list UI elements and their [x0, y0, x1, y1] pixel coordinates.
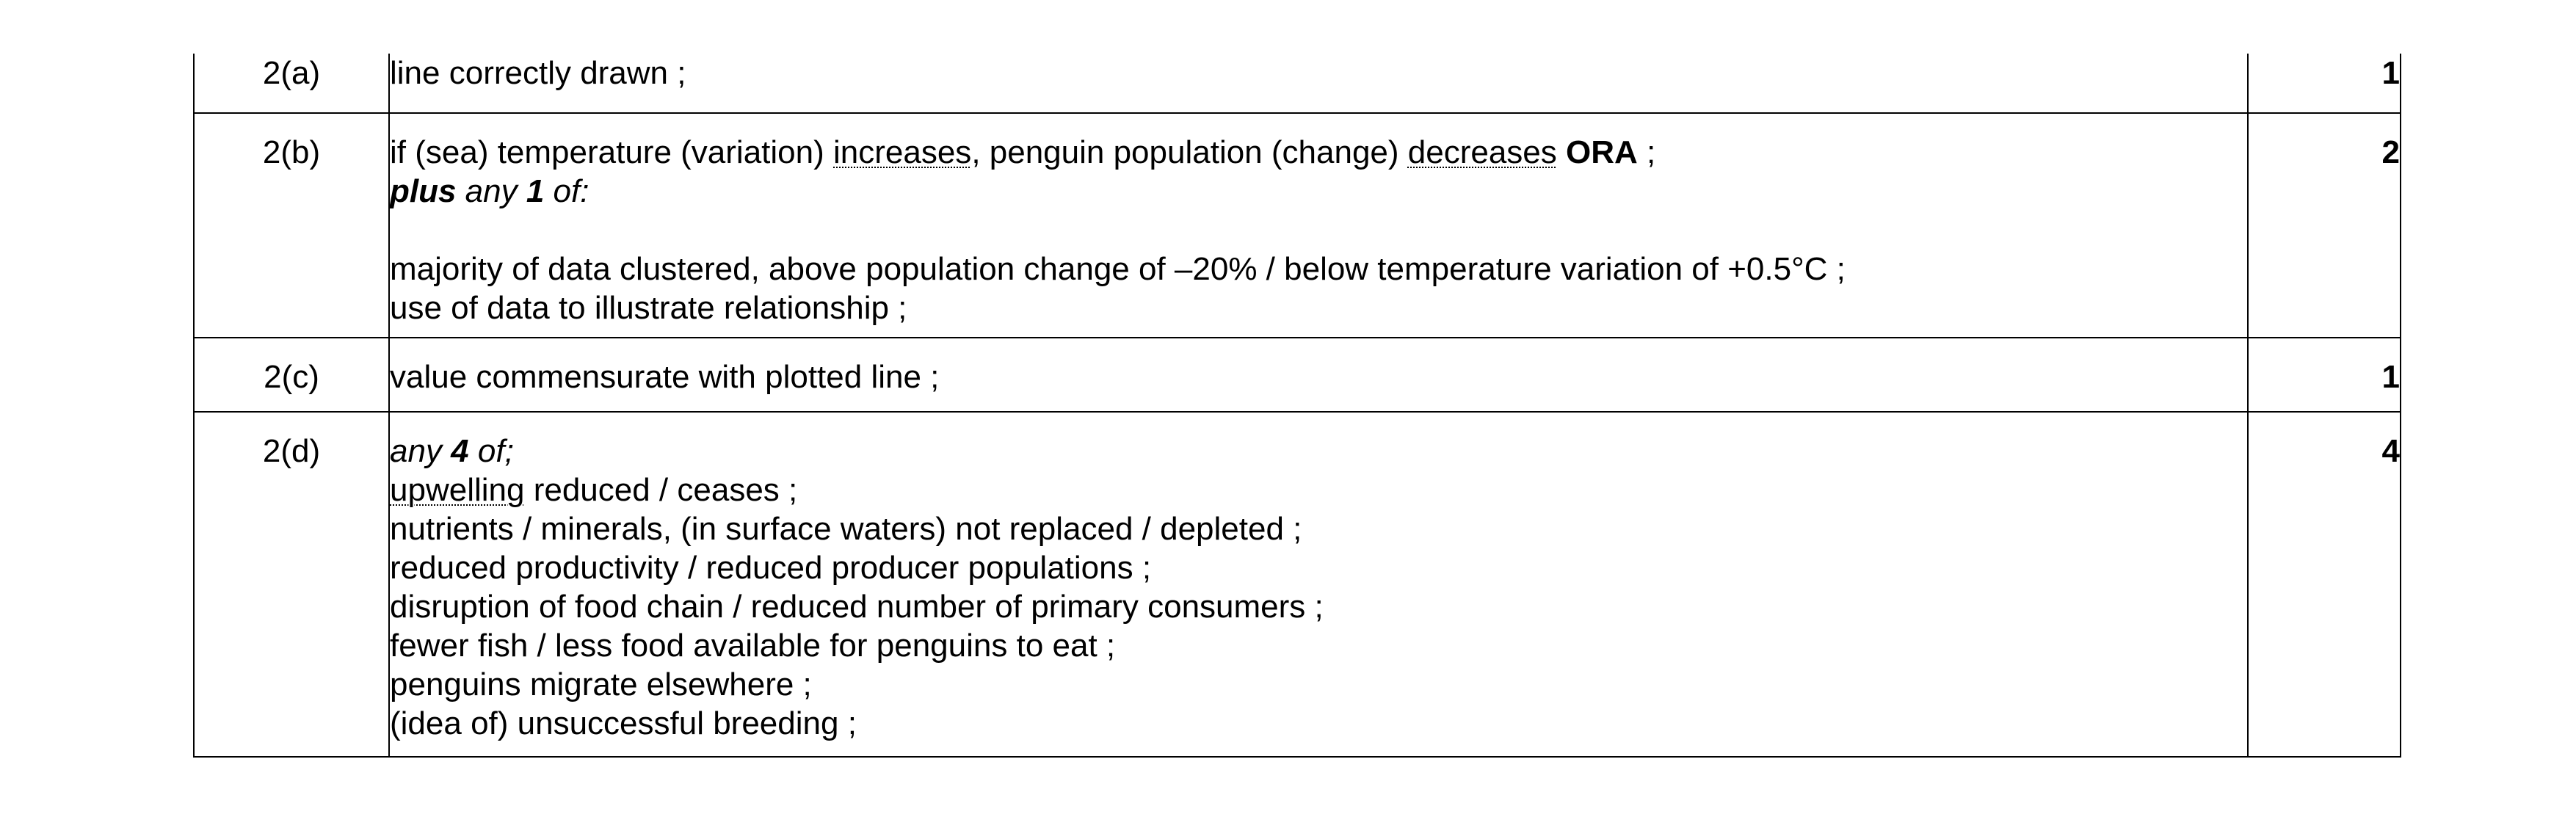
marks-value: 2	[2247, 112, 2401, 338]
instruction-text: of:	[544, 173, 589, 209]
table-row: 2(a) line correctly drawn ; 1	[193, 54, 2401, 114]
spacer	[390, 211, 2247, 250]
answer-line: line correctly drawn ;	[390, 55, 686, 91]
answer-line: penguins migrate elsewhere ;	[390, 667, 812, 702]
answer-line: reduced productivity / reduced producer …	[390, 550, 1152, 586]
answer-text	[1557, 134, 1566, 170]
answer-text: if (sea) temperature (variation)	[390, 134, 833, 170]
answer-line: if (sea) temperature (variation) increas…	[390, 133, 2247, 172]
answer-cell: line correctly drawn ;	[388, 54, 2249, 114]
plus-label: plus	[390, 173, 457, 209]
answer-text: , penguin population (change)	[971, 134, 1408, 170]
keyword-increases: increases	[833, 134, 972, 170]
question-number: 2(d)	[193, 411, 390, 758]
answer-line: (idea of) unsuccessful breeding ;	[390, 705, 857, 741]
answer-line: disruption of food chain / reduced numbe…	[390, 589, 1324, 625]
answer-line: value commensurate with plotted line ;	[390, 359, 940, 395]
answer-cell: any 4 of; upwelling reduced / ceases ; n…	[388, 411, 2249, 758]
answer-cell: if (sea) temperature (variation) increas…	[388, 112, 2249, 338]
mark-scheme-table: 2(a) line correctly drawn ; 1 2(b) if (s…	[193, 54, 2401, 758]
question-number: 2(b)	[193, 112, 390, 338]
answer-text: reduced / ceases ;	[524, 472, 798, 508]
instruction-count: 1	[526, 173, 545, 209]
instruction-text: any	[456, 173, 526, 209]
answer-line: fewer fish / less food available for pen…	[390, 628, 1116, 664]
keyword-decreases: decreases	[1407, 134, 1557, 170]
table-row: 2(c) value commensurate with plotted lin…	[193, 337, 2401, 413]
answer-line: majority of data clustered, above popula…	[390, 251, 1846, 287]
answer-text: ;	[1637, 134, 1656, 170]
marks-value: 1	[2247, 54, 2401, 114]
answer-line: nutrients / minerals, (in surface waters…	[390, 511, 1302, 547]
ora-label: ORA	[1566, 134, 1638, 170]
instruction-line: plus any 1 of:	[390, 172, 2247, 211]
marks-value: 4	[2247, 411, 2401, 758]
answer-line: upwelling reduced / ceases ;	[390, 471, 2247, 509]
marks-value: 1	[2247, 337, 2401, 413]
instruction-line: any 4 of;	[390, 432, 2247, 471]
instruction-count: 4	[451, 433, 469, 469]
table-row: 2(b) if (sea) temperature (variation) in…	[193, 112, 2401, 338]
table-row: 2(d) any 4 of; upwelling reduced / cease…	[193, 411, 2401, 758]
question-number: 2(c)	[193, 337, 390, 413]
question-number: 2(a)	[193, 54, 390, 114]
answer-cell: value commensurate with plotted line ;	[388, 337, 2249, 413]
instruction-text: any	[390, 433, 451, 469]
answer-line: use of data to illustrate relationship ;	[390, 290, 907, 326]
instruction-text: of;	[468, 433, 514, 469]
keyword-upwelling: upwelling	[390, 472, 525, 508]
